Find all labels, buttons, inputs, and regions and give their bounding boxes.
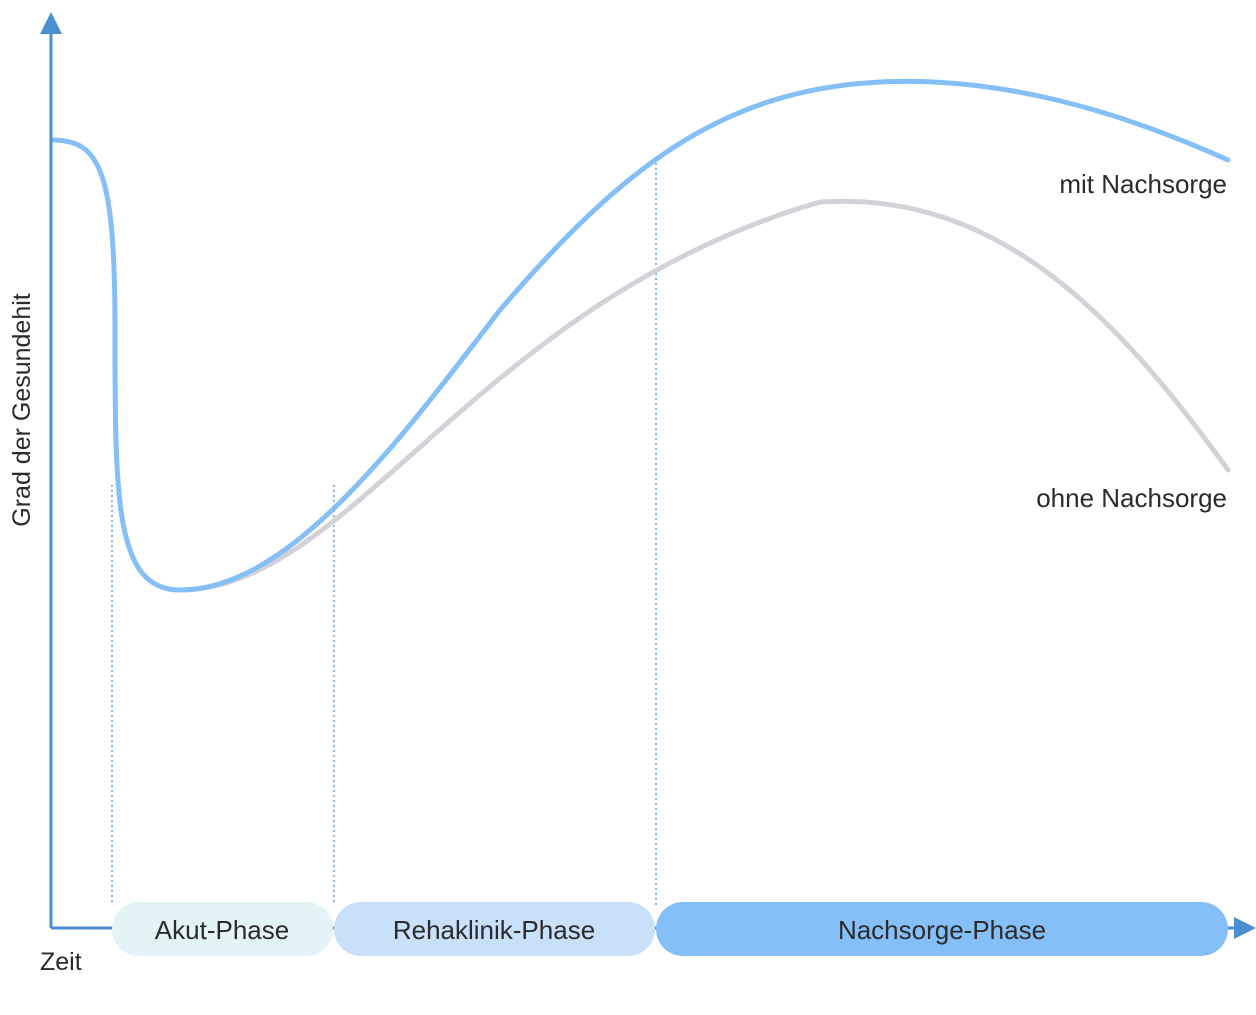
curve-without-aftercare bbox=[177, 198, 1231, 593]
phase-band-rehab bbox=[334, 902, 655, 956]
phase-label-aftercare: Nachsorge-Phase bbox=[838, 915, 1046, 945]
phase-label-rehab: Rehaklinik-Phase bbox=[393, 915, 595, 945]
x-axis-arrow-icon bbox=[1234, 917, 1256, 939]
curve-label-without-aftercare: ohne Nachsorge bbox=[1036, 483, 1227, 513]
phase-band-acute bbox=[112, 902, 333, 956]
y-axis-arrow-icon bbox=[40, 12, 62, 34]
phase-label-acute: Akut-Phase bbox=[155, 915, 289, 945]
y-axis-label: Grad der Gesundehit bbox=[8, 293, 36, 527]
x-axis-label: Zeit bbox=[40, 948, 82, 976]
curve-label-with-aftercare: mit Nachsorge bbox=[1059, 169, 1227, 199]
curve-with-aftercare bbox=[49, 78, 1231, 593]
phase-band-aftercare bbox=[656, 902, 1228, 956]
